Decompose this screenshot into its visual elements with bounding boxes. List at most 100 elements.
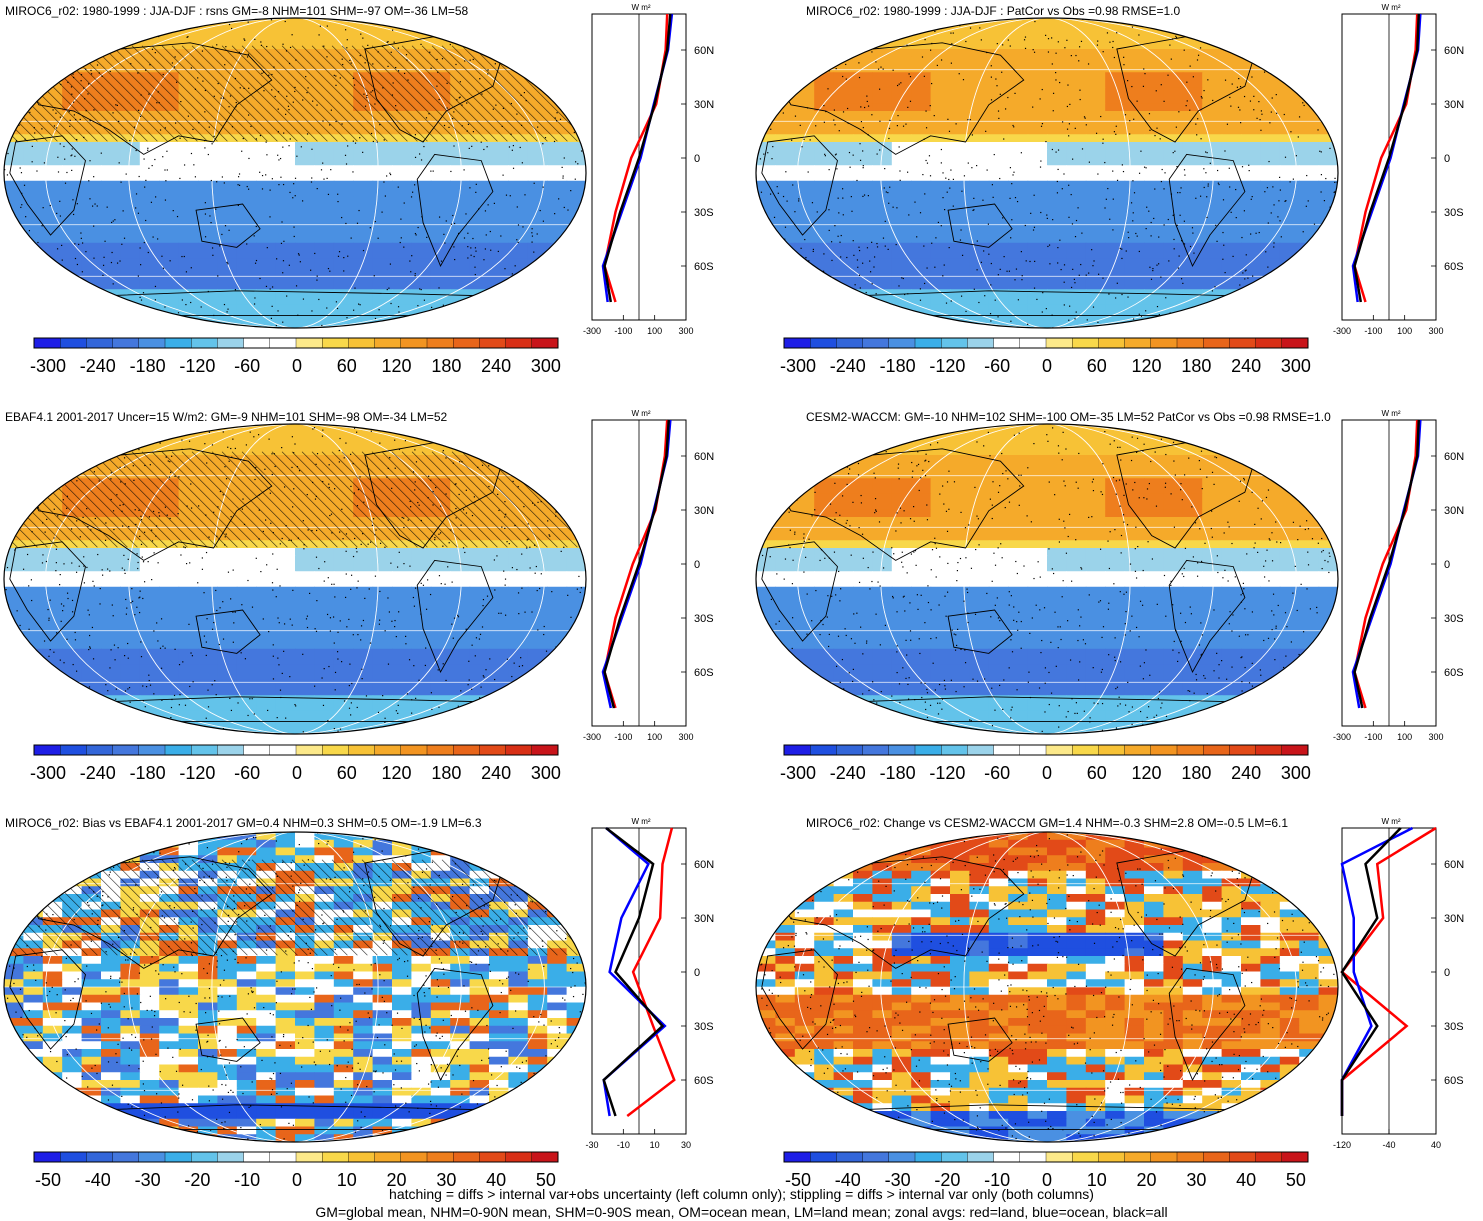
colorbar-label: -20 <box>934 1170 960 1190</box>
zonal-land-line <box>626 827 676 1117</box>
colorbar-label: 120 <box>382 356 412 376</box>
colorbar-label: 240 <box>1231 763 1261 783</box>
panel-title: MIROC6_r02: Change vs CESM2-WACCM GM=1.4… <box>806 816 1289 830</box>
colorbar-label: -240 <box>80 763 116 783</box>
colorbar-label: 240 <box>481 763 511 783</box>
colorbar-label: -10 <box>984 1170 1010 1190</box>
x-tick-label: -300 <box>1333 732 1351 742</box>
panel-title: MIROC6_r02: Bias vs EBAF4.1 2001-2017 GM… <box>5 816 482 830</box>
zonal-all-line <box>1340 827 1402 1116</box>
colorbar-label: -40 <box>835 1170 861 1190</box>
zonal-mean-plot: 60N 30N 0 30S 60S -300 -100 100 300 W m² <box>1333 3 1464 336</box>
colorbar-label: -60 <box>984 356 1010 376</box>
colorbar-label: 0 <box>292 763 302 783</box>
colorbar-label: 60 <box>1087 763 1107 783</box>
colorbar-label: -300 <box>30 763 66 783</box>
footer-line-2: GM=global mean, NHM=0-90N mean, SHM=0-90… <box>315 1204 1168 1220</box>
colorbar-label: -30 <box>885 1170 911 1190</box>
x-tick-label: -30 <box>585 1140 598 1150</box>
colorbar-label: -300 <box>780 763 816 783</box>
colorbar-label: 20 <box>387 1170 407 1190</box>
lat-tick-label: 0 <box>694 153 700 165</box>
x-tick-label: -100 <box>614 732 632 742</box>
colorbar-label: 50 <box>1286 1170 1306 1190</box>
colorbar-label: 0 <box>1042 1170 1052 1190</box>
lat-tick-label: 0 <box>694 559 700 571</box>
colorbar-label: -240 <box>830 763 866 783</box>
colorbar-label: -240 <box>830 356 866 376</box>
units-label: W m² <box>631 3 650 12</box>
x-tick-label: 30 <box>681 1140 691 1150</box>
colorbar-label: -30 <box>135 1170 161 1190</box>
map-group <box>755 423 1339 735</box>
zonal-mean-plot: 60N 30N 0 30S 60S -300 -100 100 300 W m² <box>583 409 714 742</box>
x-tick-label: 300 <box>678 732 693 742</box>
colorbar: -300 -240 -180 -120 -60 0 60 120 180 240 300 <box>30 744 561 783</box>
colorbar-label: -120 <box>179 763 215 783</box>
colorbar-label: 180 <box>431 763 461 783</box>
colorbar-label: -10 <box>234 1170 260 1190</box>
map-group <box>3 17 587 329</box>
zonal-all-line <box>1353 419 1421 709</box>
zonal-all-line <box>603 419 671 709</box>
x-tick-label: -120 <box>1333 1140 1351 1150</box>
colorbar-label: 180 <box>1181 356 1211 376</box>
colorbar-label: 60 <box>337 763 357 783</box>
colorbar: -300 -240 -180 -120 -60 0 60 120 180 240 300 <box>30 337 561 376</box>
colorbar-label: 240 <box>1231 356 1261 376</box>
lat-tick-label: 60N <box>1444 45 1464 57</box>
lat-tick-label: 30N <box>1444 913 1464 925</box>
units-label: W m² <box>631 409 650 418</box>
colorbar-label: -180 <box>130 356 166 376</box>
colorbar-label: 40 <box>486 1170 506 1190</box>
colorbar-label: 20 <box>1137 1170 1157 1190</box>
colorbar-label: 30 <box>436 1170 456 1190</box>
colorbar-label: 0 <box>1042 763 1052 783</box>
lat-tick-label: 0 <box>1444 153 1450 165</box>
colorbar-label: 300 <box>531 763 561 783</box>
lat-tick-label: 30N <box>1444 505 1464 517</box>
x-tick-label: 100 <box>647 326 662 336</box>
x-tick-label: 100 <box>647 732 662 742</box>
lat-tick-label: 60N <box>694 859 714 871</box>
lat-tick-label: 30N <box>694 505 714 517</box>
colorbar-label: 180 <box>1181 763 1211 783</box>
panel-title: EBAF4.1 2001-2017 Uncer=15 W/m2: GM=-9 N… <box>5 410 448 424</box>
lat-tick-label: 60N <box>1444 451 1464 463</box>
colorbar: -300 -240 -180 -120 -60 0 60 120 180 240 300 <box>780 744 1311 783</box>
colorbar-label: -300 <box>780 356 816 376</box>
lat-tick-label: 30N <box>1444 99 1464 111</box>
colorbar-label: 0 <box>292 356 302 376</box>
lat-tick-label: 30S <box>1444 1021 1464 1033</box>
colorbar-label: 30 <box>1186 1170 1206 1190</box>
colorbar-label: -40 <box>85 1170 111 1190</box>
colorbar-label: 60 <box>1087 356 1107 376</box>
x-tick-label: 300 <box>1428 732 1443 742</box>
map-group <box>755 831 1339 1143</box>
lat-tick-label: 60S <box>694 667 714 679</box>
x-tick-label: -40 <box>1382 1140 1395 1150</box>
zonal-all-line <box>1353 13 1421 303</box>
colorbar-label: -60 <box>984 763 1010 783</box>
colorbar-label: -180 <box>880 356 916 376</box>
colorbar-label: 120 <box>1132 763 1162 783</box>
x-tick-label: -300 <box>583 326 601 336</box>
x-tick-label: -300 <box>1333 326 1351 336</box>
colorbar-label: 180 <box>431 356 461 376</box>
panel-title: MIROC6_r02: 1980-1999 : JJA-DJF : rsns G… <box>5 4 469 18</box>
colorbar-label: -50 <box>785 1170 811 1190</box>
lat-tick-label: 60S <box>1444 261 1464 273</box>
lat-tick-label: 30N <box>694 99 714 111</box>
panel-title: CESM2-WACCM: GM=-10 NHM=102 SHM=-100 OM=… <box>806 410 1331 424</box>
lat-tick-label: 30S <box>1444 613 1464 625</box>
lat-tick-label: 60S <box>1444 667 1464 679</box>
colorbar: -300 -240 -180 -120 -60 0 60 120 180 240 300 <box>780 337 1311 376</box>
x-tick-label: 40 <box>1431 1140 1441 1150</box>
zonal-mean-plot: 60N 30N 0 30S 60S -300 -100 100 300 W m² <box>1333 409 1464 742</box>
colorbar-label: -120 <box>929 763 965 783</box>
colorbar-label: 240 <box>481 356 511 376</box>
x-tick-label: -100 <box>1364 732 1382 742</box>
lat-tick-label: 60S <box>1444 1075 1464 1087</box>
colorbar-label: 120 <box>382 763 412 783</box>
